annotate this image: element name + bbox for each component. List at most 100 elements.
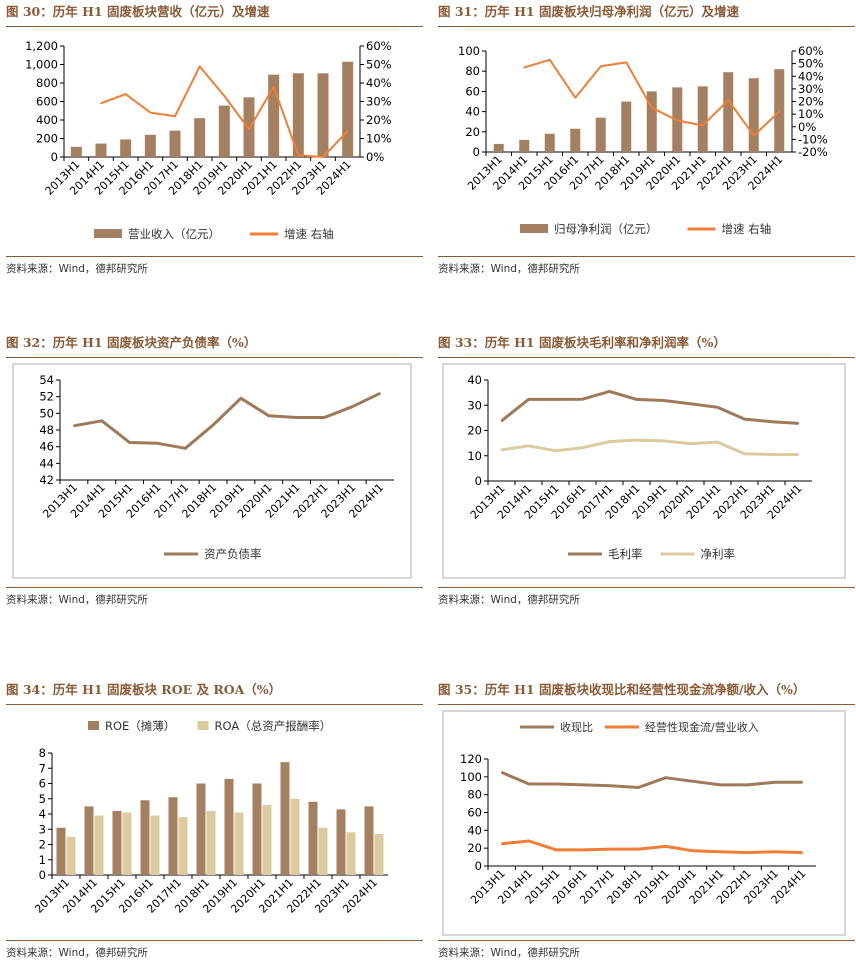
bar [336,809,346,875]
data-point [523,66,526,69]
bar [595,117,606,152]
y2-tick-label: 10% [798,107,824,121]
bar [346,832,356,875]
y2-tick-label: 20% [366,113,392,127]
y2-tick-label: 50% [798,57,824,71]
bar [748,78,759,152]
y2-tick-label: 40% [798,69,824,83]
legend-swatch [197,721,209,730]
bar [94,815,104,875]
y-tick-label: 800 [36,76,58,90]
bar [70,146,82,157]
bar [168,797,178,875]
bar [120,139,132,157]
data-point [527,398,530,401]
legend-label: 营业收入（亿元） [128,227,220,241]
data-point [608,440,611,443]
bar [243,97,255,157]
bar [621,101,632,152]
data-point [555,849,558,851]
legend-swatch [94,229,122,238]
data-point [689,402,692,405]
bar [194,118,206,157]
y-tick-label: 2 [39,838,46,852]
chart-title: 图 34：历年 H1 固废板块 ROE 及 ROA（%） [6,678,423,705]
data-point [716,441,719,443]
data-point [662,399,665,402]
chart-fig34: 0 1 2 3 4 5 6 7 8 2013H1 2014H1 2015H1 2016H1 2017H1 2… [6,708,423,936]
bar [252,783,262,875]
bar [646,91,657,152]
series-line [73,391,381,450]
y-tick-label: 30 [467,398,482,412]
data-point [746,784,749,786]
y-tick-label: 20 [465,125,480,139]
data-point [184,447,187,450]
data-point [692,780,694,783]
y-tick-label: 52 [39,390,54,404]
chart-svg: 0 200 400 600 800 1,000 1,200 0% 10% 20% 30% 40% 50%… [25,39,392,241]
y2-tick-label: -10% [798,132,828,146]
series-line [501,438,799,456]
data-point [727,99,730,102]
bar [234,812,244,875]
data-point [778,110,781,113]
data-point [719,784,722,786]
data-point [801,781,804,783]
legend-label: 增速 右轴 [284,227,334,241]
data-point [664,776,667,779]
bar [206,810,216,875]
data-point [272,85,275,88]
data-point [746,851,749,854]
data-point [174,115,176,118]
data-point [610,784,612,787]
y-tick-label: 40 [465,105,480,119]
data-point [608,390,611,393]
legend-label: 增速 右轴 [722,222,772,236]
legend-label: 净利率 [701,547,736,561]
source-note: 资料来源：Wind，德邦研究所 [438,587,855,610]
chart-title: 图 30：历年 H1 固废板块营收（亿元）及增速 [6,0,423,27]
data-point [582,849,585,851]
legend-swatch [520,224,548,233]
bar [268,74,280,157]
data-point [548,59,551,61]
chart-svg: 424446485052542013H12014H12015H12016H120… [39,373,394,561]
y2-tick-label: 60% [366,39,392,53]
bar [144,134,156,157]
bar [364,806,374,875]
data-point [554,449,557,452]
data-point [100,420,103,422]
bar [292,73,304,157]
bar [697,86,708,152]
bar [178,817,188,875]
y-tick-label: 54 [39,373,54,387]
data-point [500,449,503,451]
bar [150,815,160,875]
data-point [128,441,131,444]
y-tick-label: 5 [39,792,46,806]
y-tick-label: 200 [36,132,58,146]
legend-label: 经营性现金流/营业收入 [645,720,759,734]
y2-tick-label: 30% [798,82,824,96]
bar [122,812,132,875]
data-point [267,415,270,417]
data-point [716,406,719,409]
bar [774,69,785,152]
y2-tick-label: 30% [366,95,392,109]
data-point [637,786,640,789]
bar [493,143,504,152]
data-point [743,452,746,455]
source-note: 资料来源：Wind，德邦研究所 [438,940,855,963]
data-point [635,439,638,441]
data-point [692,850,694,852]
y-tick-label: 48 [39,423,54,437]
data-point [770,453,773,456]
y-tick-label: 600 [36,95,58,109]
bar [544,133,555,152]
bar [290,798,300,875]
panel-fig30: 图 30：历年 H1 固废板块营收（亿元）及增速 0 200 400 600 800 1,… [6,0,423,283]
data-point [676,119,679,122]
data-point [797,453,800,456]
y-tick-label: 100 [458,44,480,58]
